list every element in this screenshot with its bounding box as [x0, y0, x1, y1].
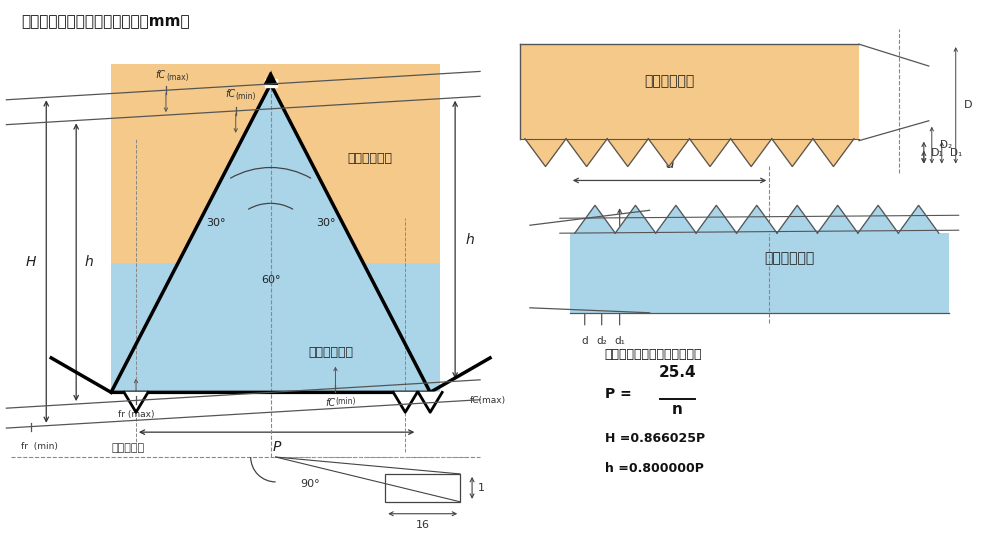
Text: 60°: 60° — [261, 275, 280, 285]
Text: テーパおねじ: テーパおねじ — [764, 251, 814, 265]
Polygon shape — [570, 233, 949, 313]
Text: 25.4: 25.4 — [659, 365, 696, 380]
Text: H: H — [26, 254, 36, 268]
Polygon shape — [777, 206, 817, 233]
Polygon shape — [898, 206, 939, 233]
Polygon shape — [418, 392, 442, 412]
Polygon shape — [393, 392, 417, 412]
Text: (max): (max) — [166, 73, 189, 82]
Text: 1: 1 — [478, 483, 485, 493]
Text: P: P — [272, 440, 281, 454]
Polygon shape — [265, 72, 277, 84]
Polygon shape — [772, 139, 813, 167]
Text: d: d — [581, 336, 588, 345]
Polygon shape — [178, 84, 363, 263]
Text: D: D — [964, 101, 972, 110]
Text: D₁: D₁ — [931, 147, 944, 158]
Text: ねじの軸線: ねじの軸線 — [111, 443, 144, 453]
Polygon shape — [520, 44, 859, 139]
Polygon shape — [124, 392, 148, 412]
Text: 16: 16 — [416, 520, 430, 530]
Polygon shape — [525, 139, 566, 167]
Text: d₂: d₂ — [596, 336, 607, 345]
Text: H =0.866025P: H =0.866025P — [605, 432, 705, 445]
Polygon shape — [817, 206, 858, 233]
Polygon shape — [813, 139, 854, 167]
Text: テーパめねじ: テーパめねじ — [348, 152, 393, 165]
Text: 30°: 30° — [206, 218, 226, 228]
Polygon shape — [731, 139, 772, 167]
Text: h: h — [466, 232, 474, 246]
Text: 30°: 30° — [316, 218, 335, 228]
Polygon shape — [111, 263, 440, 392]
Text: テーパおねじ: テーパおねじ — [308, 346, 353, 359]
Polygon shape — [265, 79, 277, 87]
Text: fC: fC — [156, 70, 166, 80]
Text: テーパめねじ: テーパめねじ — [644, 74, 695, 88]
Text: 90°: 90° — [301, 479, 320, 489]
Text: 太い実線は基準山形を示す。: 太い実線は基準山形を示す。 — [605, 348, 702, 360]
Text: P =: P = — [605, 387, 631, 401]
Text: h =0.800000P: h =0.800000P — [605, 462, 704, 475]
Text: fC: fC — [226, 89, 236, 99]
Text: fC(max): fC(max) — [470, 396, 506, 405]
Polygon shape — [566, 139, 607, 167]
Text: 基準山形及び基準寸法（単位：mm）: 基準山形及び基準寸法（単位：mm） — [21, 15, 190, 30]
Polygon shape — [575, 206, 615, 233]
Bar — [385, 474, 460, 502]
Polygon shape — [737, 206, 777, 233]
Text: d₁: d₁ — [614, 336, 625, 345]
Text: fr  (min): fr (min) — [21, 442, 58, 450]
Polygon shape — [689, 139, 731, 167]
Polygon shape — [607, 139, 648, 167]
Polygon shape — [656, 206, 696, 233]
Text: D₁: D₁ — [950, 147, 962, 158]
Text: a: a — [665, 157, 674, 171]
Polygon shape — [111, 64, 440, 392]
Text: h: h — [85, 255, 94, 269]
Polygon shape — [648, 139, 689, 167]
Text: (min): (min) — [236, 92, 256, 101]
Text: fr (max): fr (max) — [118, 410, 154, 419]
Text: (min): (min) — [335, 398, 356, 406]
Text: D₂: D₂ — [940, 140, 952, 150]
Polygon shape — [696, 206, 737, 233]
Polygon shape — [858, 206, 898, 233]
Text: fC: fC — [325, 399, 335, 408]
Text: n: n — [672, 402, 683, 417]
Polygon shape — [615, 206, 656, 233]
